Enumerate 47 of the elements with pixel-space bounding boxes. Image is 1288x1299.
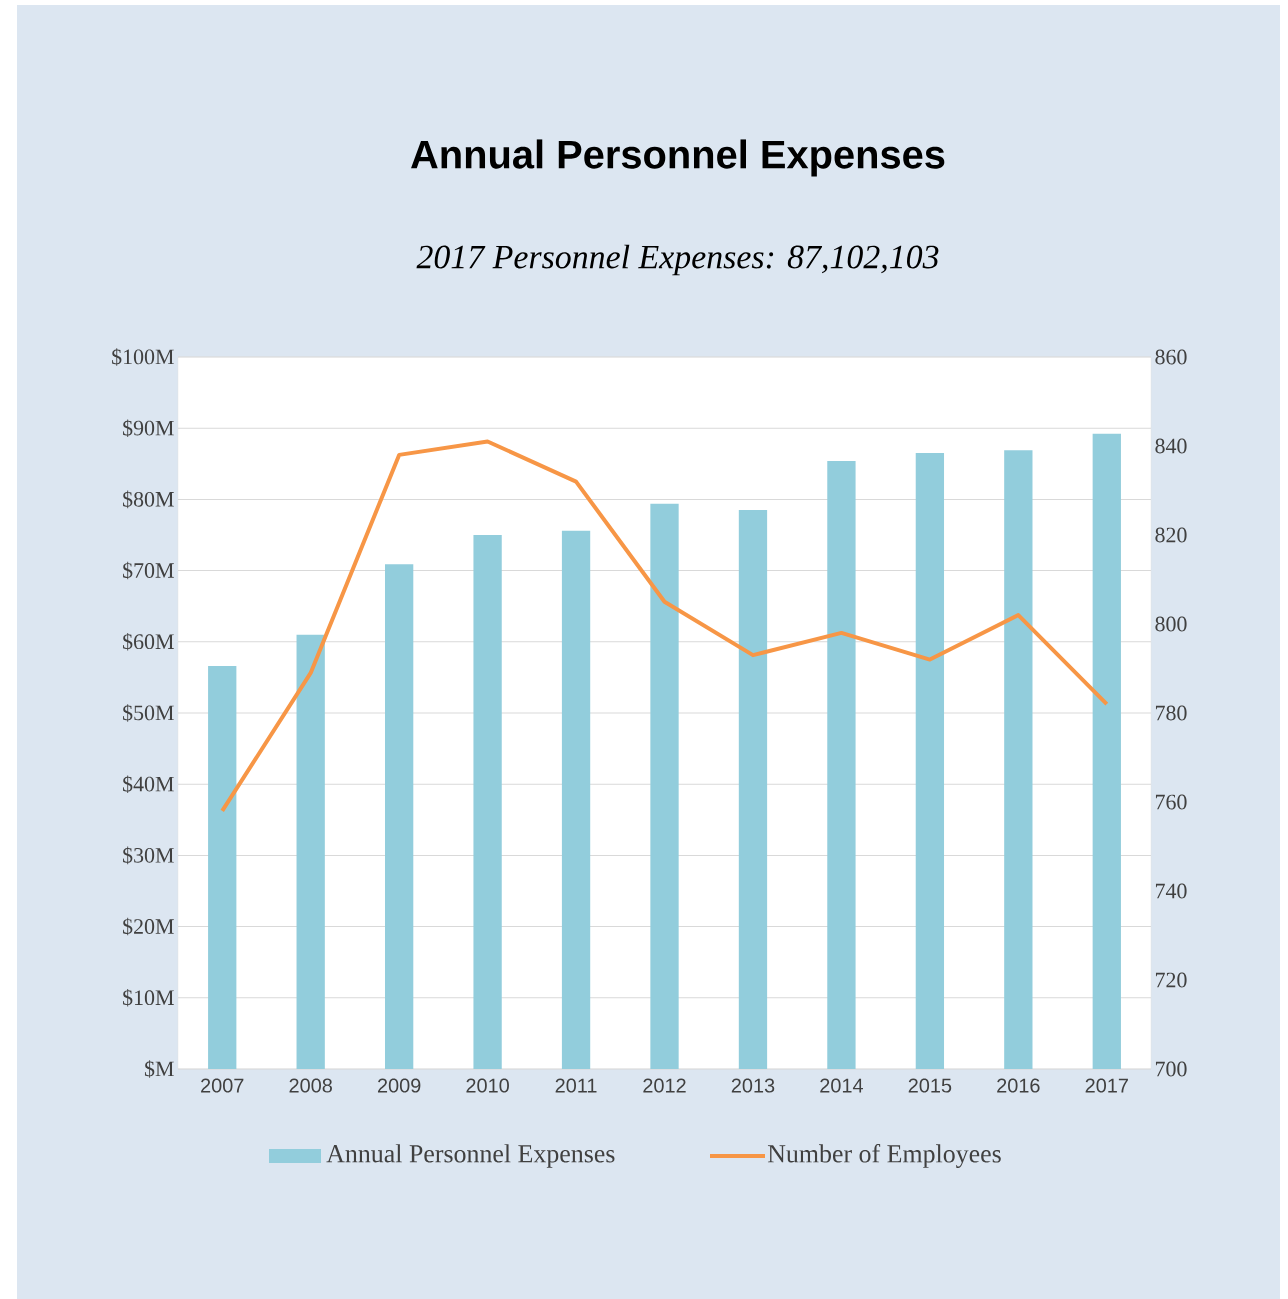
y2-tick-label: 840 [1155, 438, 1187, 454]
x-tick-label: 2014 [820, 1078, 863, 1093]
y2-tick-label: 860 [1155, 349, 1187, 365]
y-tick-label: $30M [123, 846, 174, 865]
y-tick-label: $40M [123, 775, 174, 793]
bar [650, 503, 679, 1069]
y2-tick-label: 760 [1155, 794, 1187, 810]
x-tick-label: 2009 [377, 1078, 421, 1093]
bar [296, 634, 325, 1069]
chart-subtitle: 2017 Personnel Expenses: 87,102,103 [416, 244, 939, 276]
legend-label: Number of Employees [767, 1144, 1001, 1168]
x-tick-label: 2015 [908, 1078, 952, 1093]
bar [1092, 433, 1121, 1069]
y2-tick-label: 780 [1155, 705, 1187, 721]
y-tick-label: $50M [123, 704, 174, 722]
y-tick-label: $M [144, 1060, 174, 1078]
y2-tick-label: 820 [1155, 527, 1187, 543]
y-tick-label: $10M [123, 989, 174, 1007]
y2-tick-label: 720 [1155, 972, 1187, 988]
y-tick-label: $70M [123, 561, 174, 580]
bar [561, 530, 591, 1069]
y-tick-label: $100M [112, 348, 174, 366]
chart-title: Annual Personnel Expenses [411, 139, 945, 177]
x-tick-label: 2010 [466, 1078, 509, 1093]
y2-tick-label: 740 [1155, 883, 1187, 899]
x-tick-label: 2012 [643, 1078, 686, 1093]
y-tick-label: $20M [123, 917, 174, 936]
bar [915, 453, 945, 1069]
bar [208, 665, 237, 1069]
line-series [220, 439, 1109, 813]
y2-tick-label: 700 [1155, 1061, 1187, 1077]
y-tick-label: $80M [123, 490, 174, 509]
bar [738, 510, 768, 1069]
y2-tick-label: 800 [1155, 616, 1187, 632]
bar [384, 564, 414, 1069]
legend-label: Annual Personnel Expenses [326, 1144, 615, 1168]
x-tick-label: 2011 [555, 1078, 597, 1093]
y-tick-label: $60M [123, 633, 174, 651]
x-tick-label: 2008 [289, 1078, 332, 1093]
bar [473, 534, 502, 1069]
bar [1004, 450, 1033, 1069]
x-tick-label: 2013 [731, 1078, 775, 1093]
x-tick-label: 2017 [1085, 1078, 1128, 1093]
x-tick-label: 2016 [997, 1078, 1040, 1093]
bar [827, 460, 856, 1069]
x-tick-label: 2007 [201, 1078, 244, 1093]
y-tick-label: $90M [123, 419, 174, 437]
